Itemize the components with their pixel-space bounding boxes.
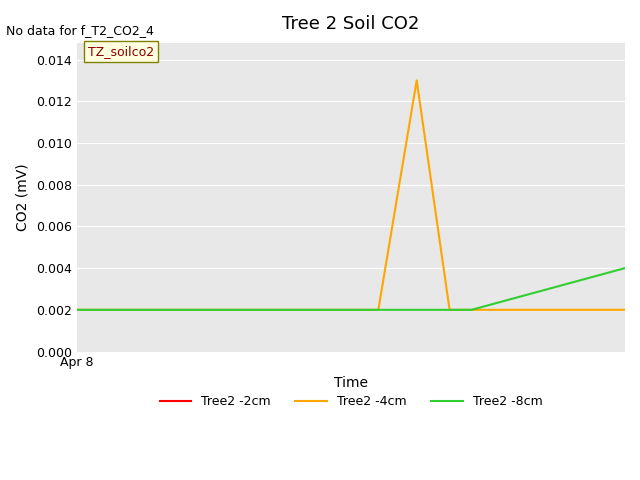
- Text: No data for f_T2_CO2_4: No data for f_T2_CO2_4: [6, 24, 154, 37]
- Y-axis label: CO2 (mV): CO2 (mV): [15, 163, 29, 231]
- X-axis label: Time: Time: [334, 376, 368, 390]
- Title: Tree 2 Soil CO2: Tree 2 Soil CO2: [282, 15, 420, 33]
- Text: TZ_soilco2: TZ_soilco2: [88, 45, 154, 58]
- Legend: Tree2 -2cm, Tree2 -4cm, Tree2 -8cm: Tree2 -2cm, Tree2 -4cm, Tree2 -8cm: [154, 390, 547, 413]
